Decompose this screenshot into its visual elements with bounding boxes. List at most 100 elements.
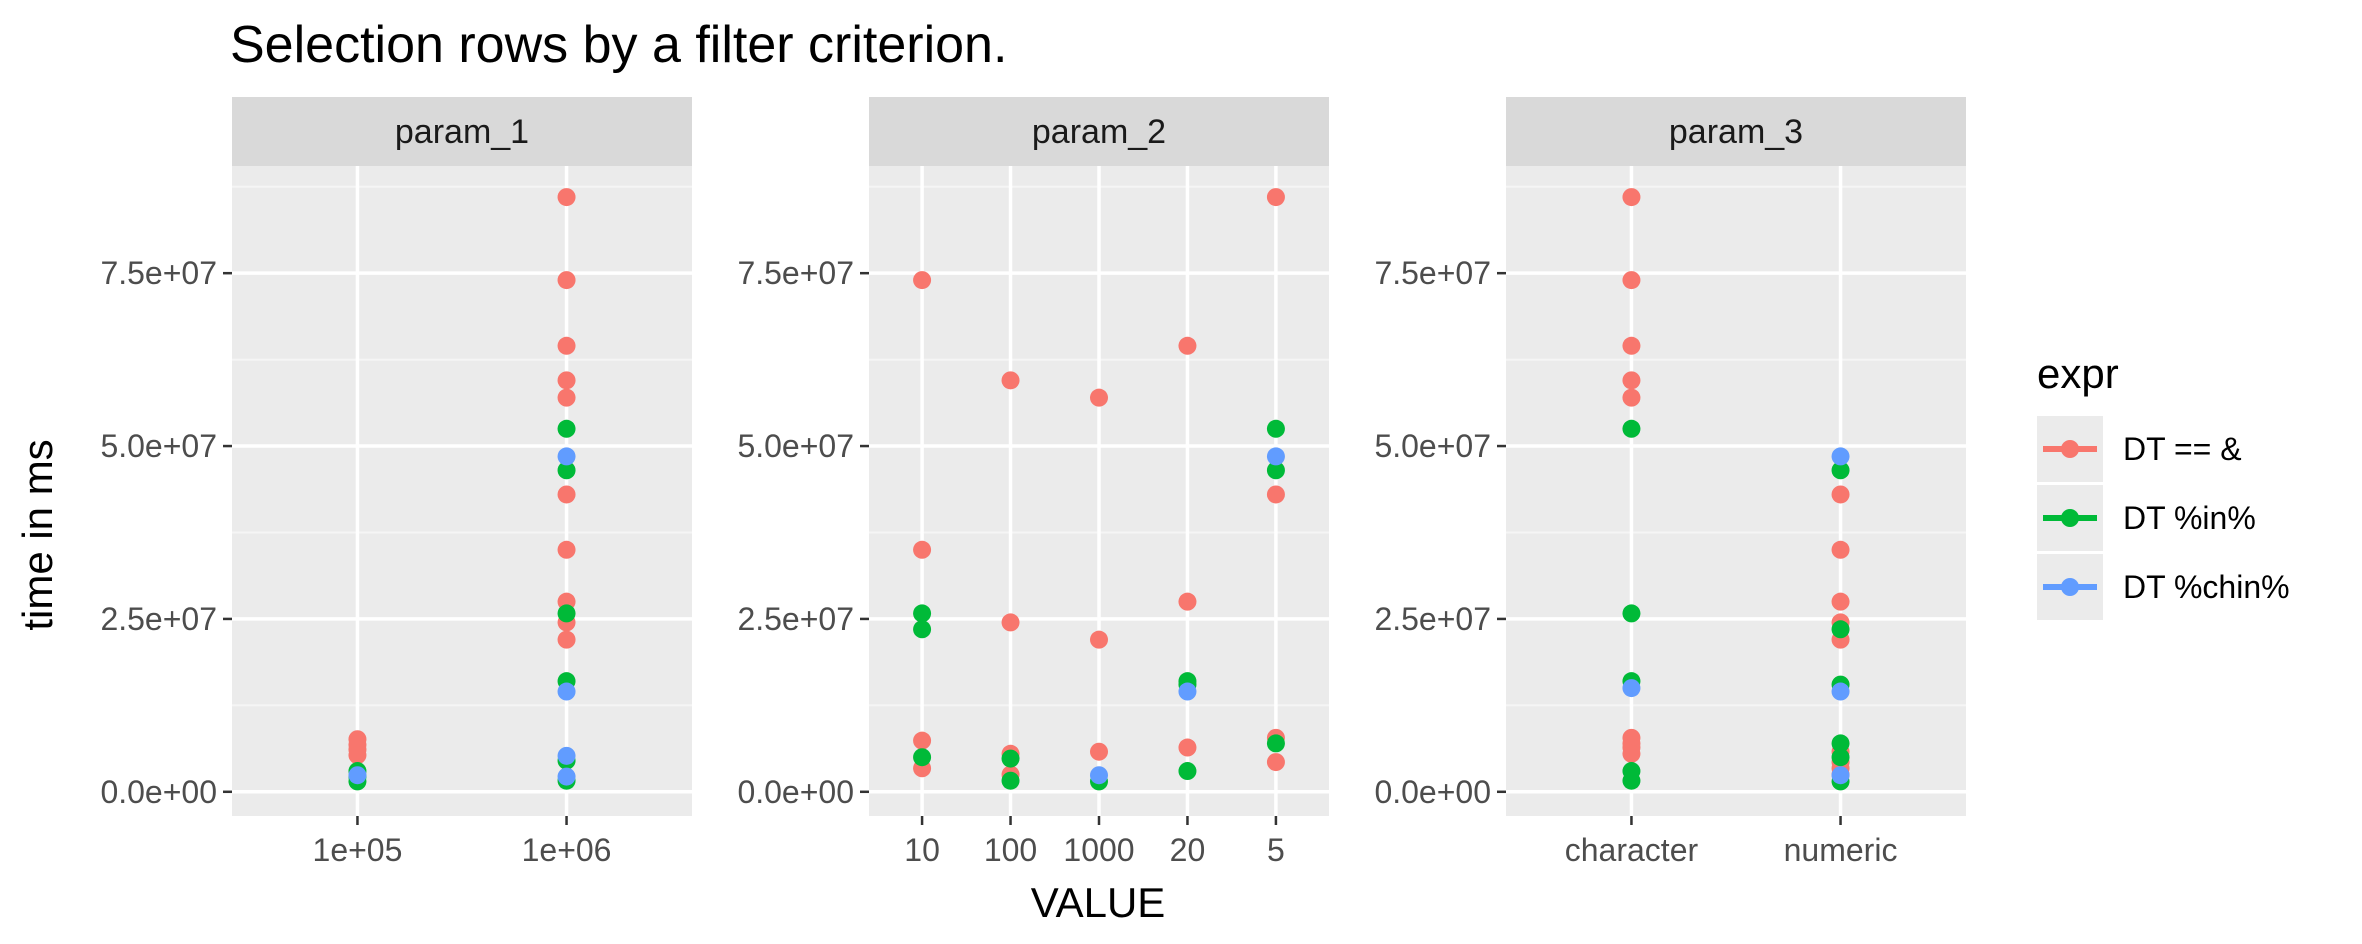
- y-tick-label: 5.0e+07: [737, 428, 854, 464]
- data-point: [557, 630, 576, 649]
- data-point: [1266, 461, 1285, 480]
- facet-panel-param_2: param_2 0.0e+00 2.5e+07 5.0e+07 7.5e+07 10 100…: [737, 97, 1329, 868]
- data-point: [557, 604, 576, 623]
- data-point: [1622, 744, 1641, 763]
- data-point: [557, 461, 576, 480]
- data-point: [1831, 734, 1850, 753]
- data-point: [1622, 771, 1641, 790]
- facet-strip: [232, 97, 692, 166]
- data-point: [1178, 738, 1197, 757]
- data-point: [1831, 682, 1850, 701]
- data-point: [348, 766, 367, 785]
- legend: expr DT == & DT %in% DT %chin%: [2037, 350, 2290, 620]
- y-tick-label: 2.5e+07: [737, 601, 854, 637]
- y-tick-label: 2.5e+07: [1374, 601, 1491, 637]
- data-point: [557, 271, 576, 290]
- x-tick-label: 1000: [1063, 832, 1134, 868]
- data-point: [557, 447, 576, 466]
- legend-label: DT %in%: [2123, 500, 2256, 536]
- data-point: [913, 748, 932, 767]
- facet-strip-label: param_3: [1669, 113, 1803, 151]
- data-point: [1831, 540, 1850, 559]
- data-point: [348, 746, 367, 765]
- data-point: [557, 767, 576, 786]
- data-point: [557, 540, 576, 559]
- x-tick-label: 100: [984, 832, 1037, 868]
- data-point: [913, 271, 932, 290]
- y-tick-label: 0.0e+00: [737, 774, 854, 810]
- y-tick-label: 2.5e+07: [100, 601, 217, 637]
- legend-key-point: [2061, 440, 2079, 458]
- data-point: [1090, 630, 1108, 649]
- data-point: [1178, 762, 1197, 781]
- series-DT %chin%: [1622, 447, 1850, 785]
- data-point: [1001, 371, 1020, 390]
- series-DT %chin%: [348, 447, 576, 786]
- data-point: [1831, 447, 1850, 466]
- facet-panel-param_3: param_3 0.0e+00 2.5e+07 5.0e+07 7.5e+07 chara…: [1374, 97, 1966, 868]
- data-point: [1178, 682, 1197, 701]
- data-point: [913, 540, 932, 559]
- data-point: [1831, 748, 1850, 767]
- data-point: [1622, 271, 1641, 290]
- legend-title: expr: [2037, 350, 2119, 397]
- data-point: [1622, 371, 1641, 390]
- legend-entry: DT %chin%: [2037, 554, 2290, 620]
- data-point: [1178, 592, 1197, 611]
- data-point: [1622, 419, 1641, 438]
- data-point: [557, 388, 576, 407]
- facet-panels: param_1 0.0e+00 2.5e+07 5.0e+07 7.5e+07 1e+05…: [100, 97, 1966, 868]
- y-tick-label: 0.0e+00: [1374, 774, 1491, 810]
- series-DT == &: [348, 188, 576, 765]
- x-tick-label: numeric: [1784, 832, 1898, 868]
- facet-strip-label: param_1: [395, 113, 529, 151]
- x-tick-label: 5: [1267, 832, 1285, 868]
- legend-label: DT %chin%: [2123, 569, 2290, 605]
- y-tick-label: 7.5e+07: [737, 255, 854, 291]
- data-point: [557, 188, 576, 207]
- data-point: [1178, 336, 1197, 355]
- x-tick-label: character: [1565, 832, 1699, 868]
- data-point: [557, 336, 576, 355]
- y-tick-label: 7.5e+07: [100, 255, 217, 291]
- chart-title: Selection rows by a filter criterion.: [230, 16, 1007, 74]
- data-point: [1090, 742, 1108, 761]
- y-tick-label: 5.0e+07: [100, 428, 217, 464]
- data-point: [913, 604, 932, 623]
- facet-strip: [1506, 97, 1966, 166]
- data-point: [1090, 388, 1108, 407]
- data-point: [557, 682, 576, 701]
- panel-background: [1506, 166, 1966, 816]
- panel-background: [232, 166, 692, 816]
- data-point: [1622, 188, 1641, 207]
- x-tick-label: 1e+06: [522, 832, 612, 868]
- legend-key-point: [2061, 578, 2079, 596]
- data-point: [1622, 604, 1641, 623]
- legend-key-point: [2061, 509, 2079, 527]
- data-point: [913, 620, 932, 639]
- data-point: [1831, 592, 1850, 611]
- data-point: [1266, 419, 1285, 438]
- y-tick-label: 0.0e+00: [100, 774, 217, 810]
- data-point: [1001, 749, 1020, 768]
- series-DT %chin%: [1090, 447, 1285, 785]
- data-point: [1831, 766, 1850, 785]
- data-point: [1831, 461, 1850, 480]
- legend-entry: DT == &: [2037, 416, 2242, 482]
- x-tick-label: 10: [904, 832, 940, 868]
- data-point: [1266, 447, 1285, 466]
- y-axis-title: time in ms: [14, 439, 61, 630]
- data-point: [1622, 679, 1641, 698]
- facet-panel-param_1: param_1 0.0e+00 2.5e+07 5.0e+07 7.5e+07 1e+05…: [100, 97, 692, 868]
- data-point: [1266, 188, 1285, 207]
- data-point: [1831, 620, 1850, 639]
- facet-strip-label: param_2: [1032, 113, 1166, 151]
- x-axis-title: VALUE: [1031, 879, 1166, 926]
- data-point: [1090, 766, 1108, 785]
- y-tick-label: 5.0e+07: [1374, 428, 1491, 464]
- facet-strip: [869, 97, 1329, 166]
- data-point: [557, 746, 576, 765]
- data-point: [1266, 734, 1285, 753]
- x-tick-label: 20: [1170, 832, 1206, 868]
